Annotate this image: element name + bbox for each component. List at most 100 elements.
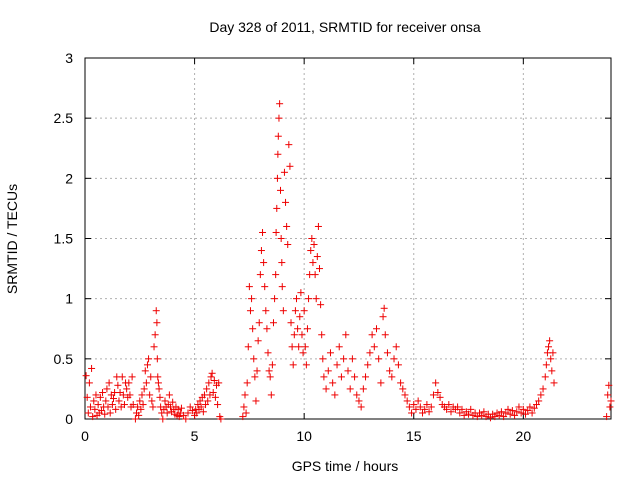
data-point — [279, 307, 287, 315]
data-point — [288, 343, 296, 351]
data-point — [215, 379, 223, 387]
data-point — [290, 331, 298, 339]
data-point — [96, 393, 104, 401]
data-point — [248, 295, 256, 303]
data-point — [478, 411, 486, 419]
data-point — [240, 403, 248, 411]
data-point — [359, 385, 367, 393]
data-point — [273, 174, 281, 182]
data-point — [497, 408, 505, 416]
data-point — [532, 401, 540, 409]
data-point — [243, 379, 251, 387]
data-point — [106, 409, 114, 417]
data-point — [163, 409, 171, 417]
data-point — [486, 414, 494, 422]
data-point — [319, 355, 327, 363]
data-point — [209, 389, 217, 397]
data-point — [346, 385, 354, 393]
data-point — [263, 325, 271, 333]
data-point — [143, 361, 151, 369]
data-point — [155, 385, 163, 393]
data-point — [126, 391, 134, 399]
data-point — [252, 397, 260, 405]
data-point — [88, 364, 96, 372]
data-point — [546, 337, 554, 345]
data-point — [294, 325, 302, 333]
data-point — [147, 373, 155, 381]
data-point — [276, 186, 284, 194]
data-point — [125, 379, 133, 387]
data-point — [606, 403, 614, 411]
data-point — [454, 403, 462, 411]
data-point — [515, 403, 523, 411]
data-point — [180, 411, 188, 419]
data-point — [151, 331, 159, 339]
data-point — [550, 379, 558, 387]
data-point — [362, 373, 370, 381]
data-point — [175, 413, 183, 421]
data-point — [271, 295, 279, 303]
data-point — [473, 413, 481, 421]
data-point — [380, 304, 388, 312]
data-point — [324, 367, 332, 375]
x-tick-label: 0 — [81, 428, 89, 444]
data-point — [434, 389, 442, 397]
data-point — [146, 391, 154, 399]
data-point — [148, 397, 156, 405]
data-point — [432, 379, 440, 387]
data-point — [239, 413, 247, 421]
data-point — [403, 397, 411, 405]
data-point — [392, 343, 400, 351]
data-point — [154, 373, 162, 381]
data-point — [348, 355, 356, 363]
data-point — [145, 355, 153, 363]
data-point — [526, 403, 534, 411]
y-tick-label: 1.5 — [54, 231, 74, 247]
data-point — [265, 367, 273, 375]
data-point — [295, 343, 303, 351]
y-tick-label: 1 — [65, 291, 73, 307]
data-point — [292, 295, 300, 303]
data-point — [274, 132, 282, 140]
data-point — [109, 395, 117, 403]
data-point — [329, 379, 337, 387]
data-point — [508, 407, 516, 415]
data-point — [205, 379, 213, 387]
data-point — [207, 373, 215, 381]
data-point — [421, 405, 429, 413]
data-point — [460, 411, 468, 419]
data-point — [447, 408, 455, 416]
data-point — [603, 413, 611, 421]
data-point — [260, 259, 268, 267]
data-point — [251, 373, 259, 381]
data-point — [120, 401, 128, 409]
data-point — [267, 391, 275, 399]
data-point — [316, 265, 324, 273]
data-point — [305, 295, 313, 303]
x-tick-label: 15 — [406, 428, 422, 444]
data-point — [607, 397, 615, 405]
data-point — [242, 409, 250, 417]
data-point — [337, 373, 345, 381]
data-point — [604, 391, 612, 399]
data-point — [91, 405, 99, 413]
data-point — [97, 407, 105, 415]
data-point — [535, 397, 543, 405]
data-point — [491, 413, 499, 421]
data-point — [118, 373, 126, 381]
data-point — [307, 247, 315, 255]
data-point — [309, 259, 317, 267]
data-point — [137, 405, 145, 413]
data-point — [272, 271, 280, 279]
data-point — [136, 397, 144, 405]
data-point — [303, 325, 311, 333]
data-point — [291, 307, 299, 315]
data-point — [128, 373, 136, 381]
data-point — [273, 204, 281, 212]
data-point — [165, 391, 173, 399]
data-point — [135, 411, 143, 419]
data-point — [256, 271, 264, 279]
data-point — [90, 397, 98, 405]
data-point — [259, 228, 267, 236]
data-point — [513, 408, 521, 416]
